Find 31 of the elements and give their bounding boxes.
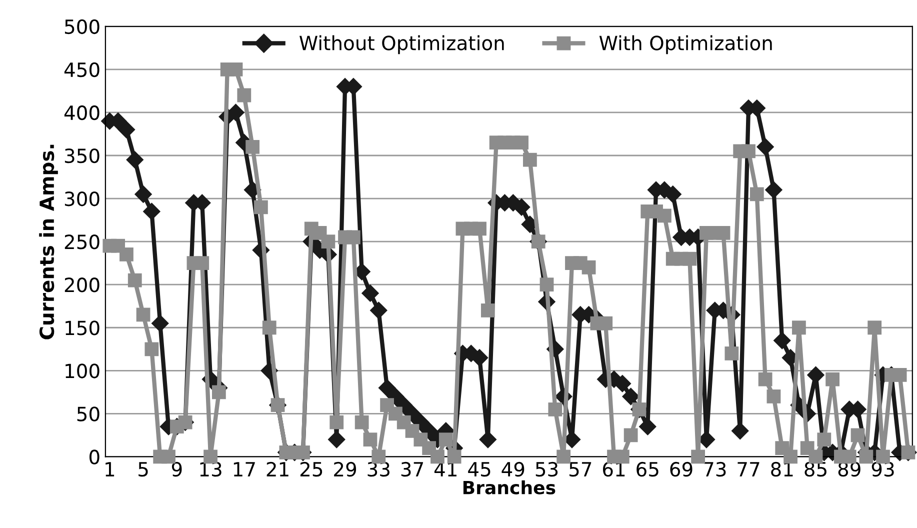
x-tick-label: 73 xyxy=(704,462,726,477)
y-tick-label: 250 xyxy=(64,234,100,250)
x-tick-label: 1 xyxy=(106,462,114,476)
x-tick-label: 37 xyxy=(401,462,423,477)
x-tick-label: 45 xyxy=(468,462,490,477)
y-tick-label: 200 xyxy=(64,278,100,292)
y-tick-label: 300 xyxy=(64,191,100,206)
x-tick-label: 29 xyxy=(334,462,356,477)
x-tick-label: 77 xyxy=(738,462,760,476)
x-tick-label: 9 xyxy=(172,462,182,477)
legend-label: Without Optimization xyxy=(300,35,504,54)
x-tick-label: 17 xyxy=(234,462,255,476)
y-tick-label: 450 xyxy=(64,62,100,78)
y-tick-label: 400 xyxy=(64,105,100,120)
y-tick-label: 50 xyxy=(77,406,100,422)
y-tick-label: 0 xyxy=(90,450,100,464)
y-tick-label: 500 xyxy=(64,19,100,34)
x-tick-label: 21 xyxy=(266,462,288,476)
x-tick-label: 69 xyxy=(670,462,692,477)
y-tick-label: 350 xyxy=(64,148,100,164)
x-tick-label: 49 xyxy=(502,462,524,477)
x-tick-label: 25 xyxy=(300,462,322,477)
y-tick-label: 100 xyxy=(66,364,100,378)
x-tick-label: 5 xyxy=(138,462,148,477)
x-tick-label: 65 xyxy=(636,462,658,477)
legend-label: With Optimization xyxy=(599,35,772,54)
x-tick-label: 57 xyxy=(570,462,592,477)
x-tick-label: 53 xyxy=(536,462,558,477)
y-axis-title: Currents in Amps. xyxy=(39,144,58,340)
y-tick-label: 150 xyxy=(66,320,100,336)
x-axis-title: Branches xyxy=(463,480,556,494)
